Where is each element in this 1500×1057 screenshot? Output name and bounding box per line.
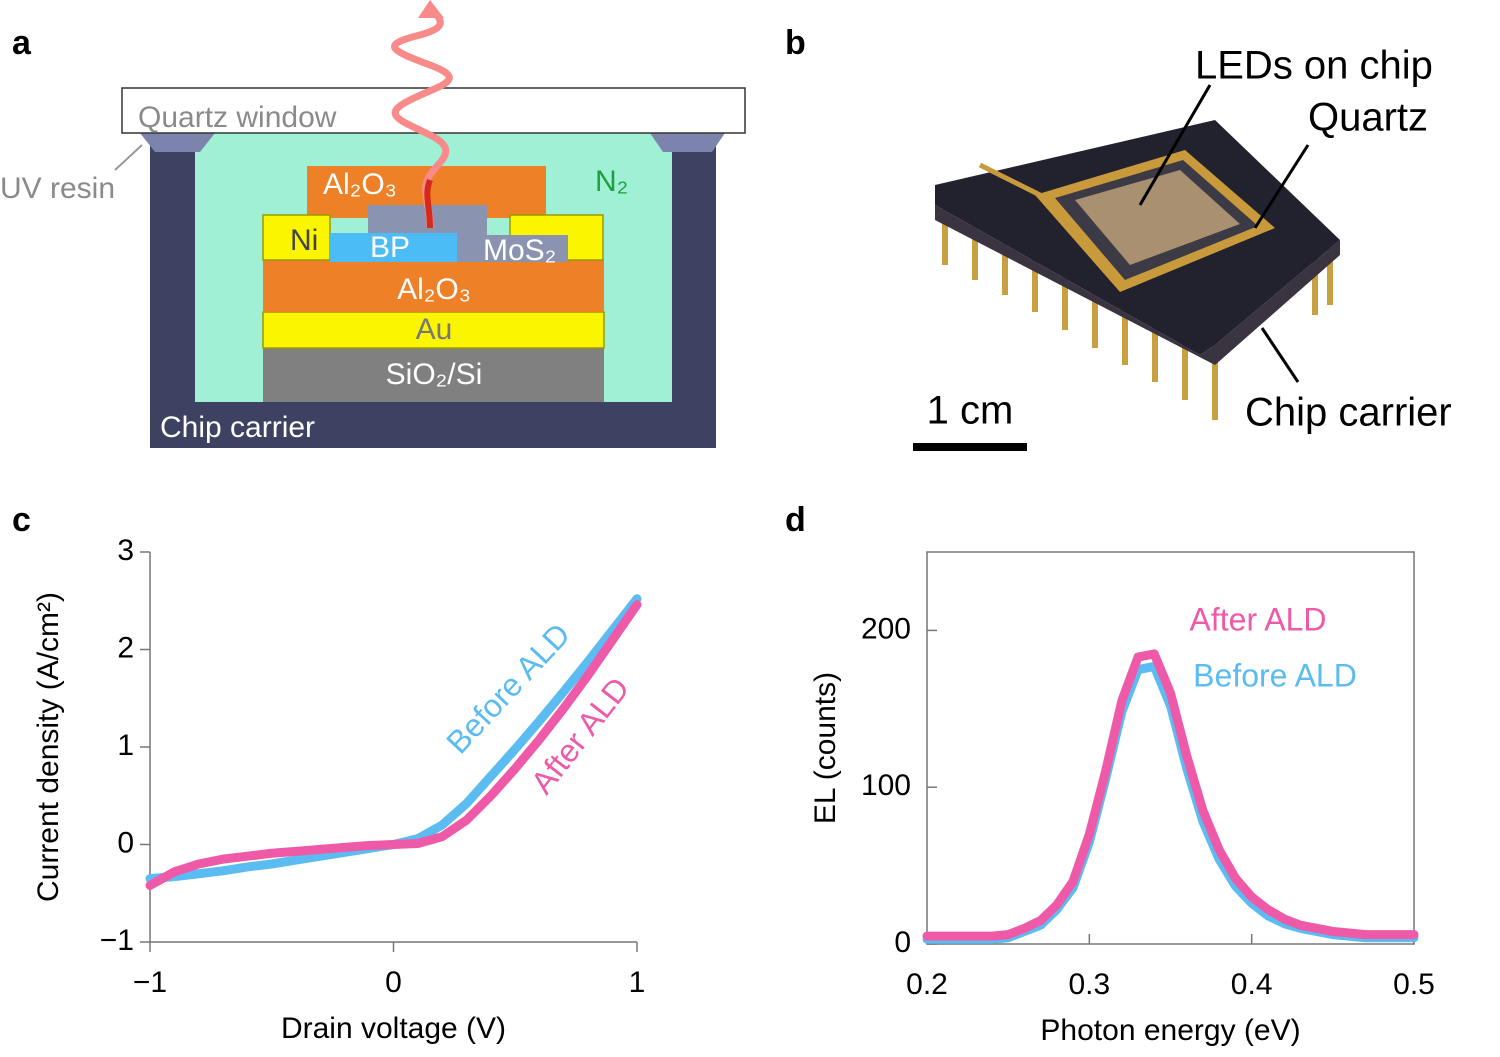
label: UV resin bbox=[0, 172, 115, 205]
x-axis-label: Drain voltage (V) bbox=[281, 1012, 506, 1045]
series-label: After ALD bbox=[1190, 601, 1327, 637]
y-tick-label: 2 bbox=[117, 631, 134, 664]
ni-contact bbox=[262, 214, 331, 261]
x-axis-label: Photon energy (eV) bbox=[1040, 1014, 1300, 1047]
y-tick-label: −1 bbox=[100, 924, 134, 957]
uv-resin bbox=[650, 133, 725, 152]
panel-label: c bbox=[12, 501, 31, 539]
oxide-layer bbox=[263, 260, 604, 312]
leader-line bbox=[1260, 327, 1300, 383]
y-axis-label: Current density (A/cm²) bbox=[32, 592, 65, 902]
x-tick-label: 0.4 bbox=[1231, 968, 1273, 1001]
scale-bar bbox=[913, 443, 1027, 451]
substrate-layer bbox=[263, 348, 604, 402]
y-tick-label: 0 bbox=[894, 926, 911, 959]
label: LEDs on chip bbox=[1195, 44, 1433, 88]
leader-line bbox=[1138, 84, 1212, 206]
arrow-head bbox=[418, 0, 444, 18]
x-tick-label: 0.5 bbox=[1393, 968, 1435, 1001]
leader-line bbox=[1253, 144, 1310, 229]
y-tick-label: 1 bbox=[117, 729, 134, 762]
label: Ni bbox=[290, 224, 318, 257]
label: Al₂O₃ bbox=[397, 273, 471, 306]
label: BP bbox=[370, 231, 410, 264]
bp-flake bbox=[330, 233, 457, 262]
x-tick-label: 1 bbox=[629, 966, 646, 999]
y-axis-label: EL (counts) bbox=[809, 672, 842, 824]
label: Chip carrier bbox=[1245, 391, 1452, 435]
x-tick-label: 0.3 bbox=[1068, 968, 1110, 1001]
label: N₂ bbox=[595, 165, 628, 198]
label: Au bbox=[416, 313, 453, 346]
y-tick-label: 3 bbox=[117, 534, 134, 567]
y-tick-label: 0 bbox=[117, 826, 134, 859]
panel-label: b bbox=[785, 24, 806, 62]
y-tick-label: 200 bbox=[861, 612, 911, 645]
device-diagram: Quartz window UV resin N₂ Al₂O₃ Ni BP Mo… bbox=[0, 0, 746, 448]
data-line bbox=[145, 600, 642, 890]
emission-wave bbox=[391, 5, 453, 229]
emission-wave bbox=[424, 178, 433, 229]
x-tick-label: 0.2 bbox=[906, 968, 948, 1001]
leader-line bbox=[114, 144, 143, 171]
label: Chip carrier bbox=[160, 411, 315, 444]
label: SiO₂/Si bbox=[386, 358, 483, 391]
data-line bbox=[922, 649, 1419, 941]
plot-frame bbox=[926, 551, 1415, 945]
panel-label: a bbox=[12, 24, 32, 62]
x-tick-label: −1 bbox=[133, 966, 167, 999]
uv-resin bbox=[140, 133, 215, 152]
series-label: Before ALD bbox=[1193, 657, 1357, 693]
label: 1 cm bbox=[927, 389, 1014, 433]
y-tick-label: 100 bbox=[861, 769, 911, 802]
label: Quartz window bbox=[138, 101, 337, 134]
label: Quartz bbox=[1308, 96, 1428, 140]
label: Al₂O₃ bbox=[323, 168, 397, 201]
label: MoS₂ bbox=[483, 234, 556, 267]
chip-photo: LEDs on chip Quartz 1 cm Chip carrier bbox=[913, 44, 1452, 451]
x-tick-label: 0 bbox=[385, 966, 402, 999]
panel-label: d bbox=[785, 501, 806, 539]
trace bbox=[978, 162, 1042, 198]
die bbox=[1075, 170, 1240, 265]
